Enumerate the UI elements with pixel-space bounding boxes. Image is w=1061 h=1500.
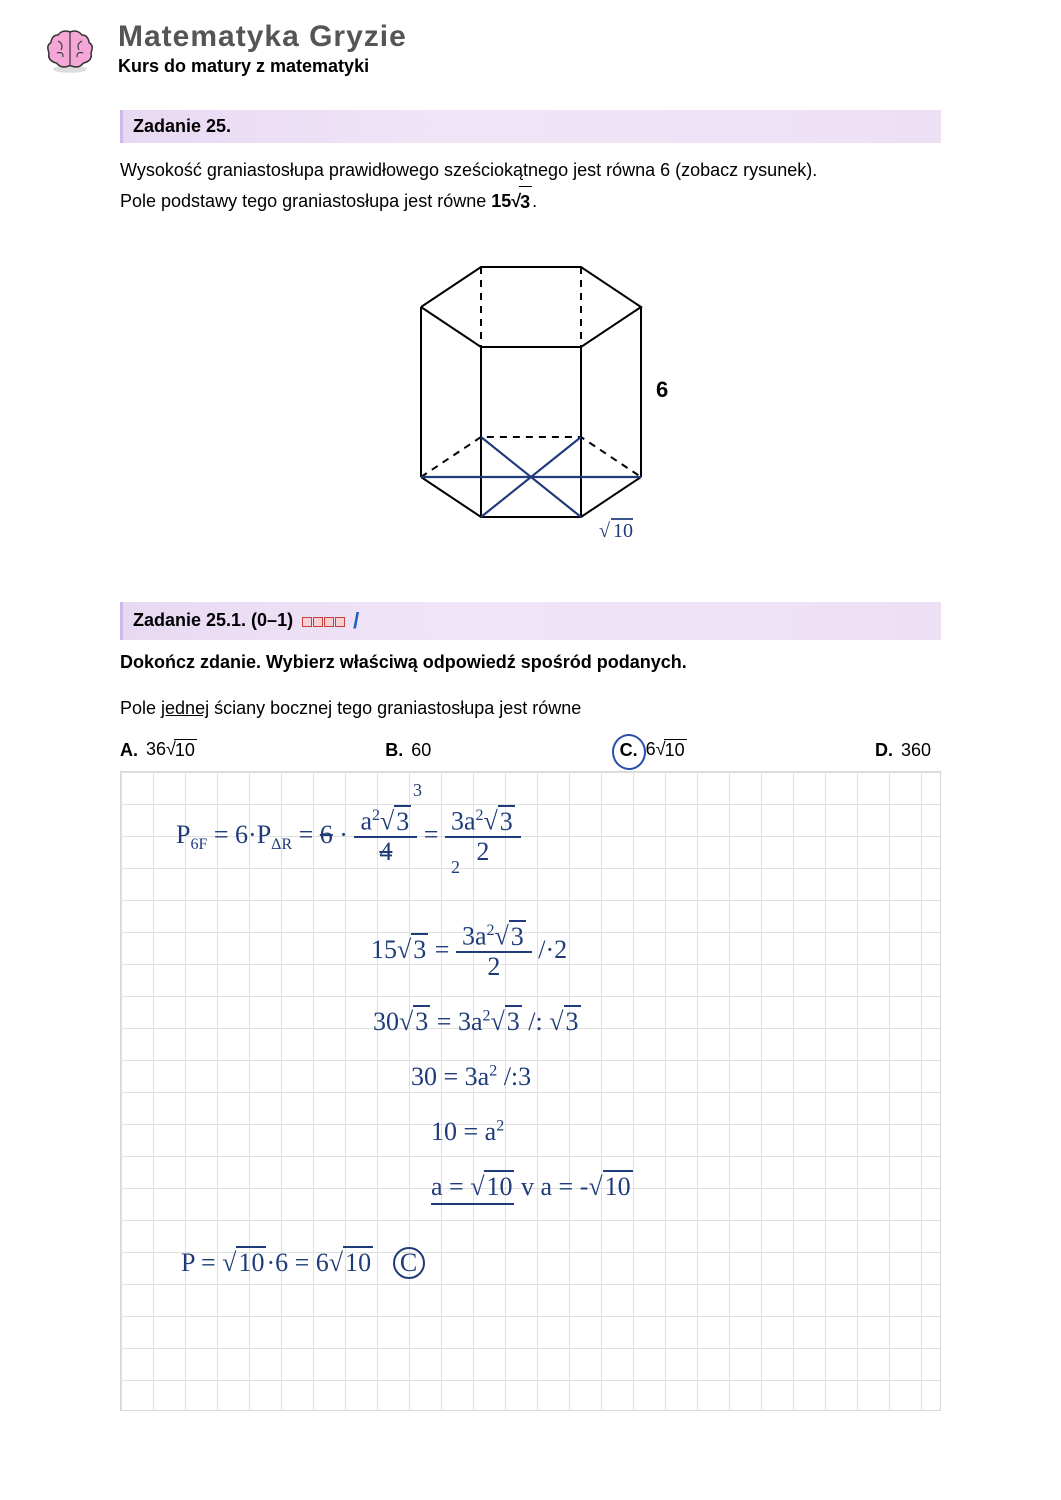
page-header: Matematyka Gryzie Kurs do matury z matem…	[40, 20, 1021, 80]
score-boxes-icon	[302, 611, 346, 632]
small-2: 2	[451, 857, 460, 878]
task-25-text: Wysokość graniastosłupa prawidłowego sze…	[120, 155, 941, 217]
brain-icon	[40, 20, 100, 80]
answer-options: A. 36√10 B. 60 C. 6√10 D. 360	[120, 739, 941, 761]
text-frag: (zobacz rysunek).	[675, 160, 817, 180]
option-d[interactable]: D. 360	[875, 739, 931, 761]
circled-answer: C	[393, 1247, 425, 1279]
coeff: 6	[646, 739, 656, 759]
option-c[interactable]: C. 6√10	[620, 739, 687, 761]
opt-letter: A.	[120, 740, 138, 761]
small-3: 3	[413, 780, 422, 801]
slash-mark: /	[353, 608, 359, 633]
height-label: 6	[656, 377, 668, 402]
instruction-text: Dokończ zdanie. Wybierz właściwą odpowie…	[120, 652, 941, 673]
radicand: 10	[664, 739, 687, 761]
task-25-1-header: Zadanie 25.1. (0–1) /	[120, 602, 941, 640]
opt-letter-circled: C.	[620, 740, 638, 761]
height-value: 6	[660, 160, 670, 180]
handwritten-work: P6F = 6·PΔR = 6 · a2√3 4 = 3a2√3 2 3 2 1…	[120, 771, 941, 1411]
site-subtitle: Kurs do matury z matematyki	[118, 56, 407, 77]
svg-text:√: √	[599, 520, 610, 542]
radicand: 3	[519, 186, 532, 218]
coeff: 15	[491, 191, 511, 211]
opt-value: 60	[411, 740, 431, 761]
subtask-label: Zadanie 25.1. (0–1)	[133, 610, 298, 630]
prism-figure: 6 √ 10	[120, 237, 941, 572]
site-title: Matematyka Gryzie	[118, 20, 407, 54]
question-text: Pole jednej ściany bocznej tego graniast…	[120, 698, 941, 719]
text-frag: Wysokość graniastosłupa prawidłowego sze…	[120, 160, 660, 180]
opt-letter: B.	[385, 740, 403, 761]
radicand: 10	[174, 739, 197, 761]
q-frag: Pole	[120, 698, 161, 718]
header-text-block: Matematyka Gryzie Kurs do matury z matem…	[118, 20, 407, 77]
q-underlined: jednej	[161, 698, 209, 718]
w: P	[176, 820, 190, 849]
opt-value: 360	[901, 740, 931, 761]
option-b[interactable]: B. 60	[385, 739, 431, 761]
task-25-header: Zadanie 25.	[120, 110, 941, 143]
coeff: 36	[146, 739, 166, 759]
opt-letter: D.	[875, 740, 893, 761]
svg-text:10: 10	[613, 520, 633, 542]
text-frag: .	[532, 191, 537, 211]
text-frag: Pole podstawy tego graniastosłupa jest r…	[120, 191, 491, 211]
option-a[interactable]: A. 36√10	[120, 739, 197, 761]
q-frag: ściany bocznej tego graniastosłupa jest …	[209, 698, 581, 718]
